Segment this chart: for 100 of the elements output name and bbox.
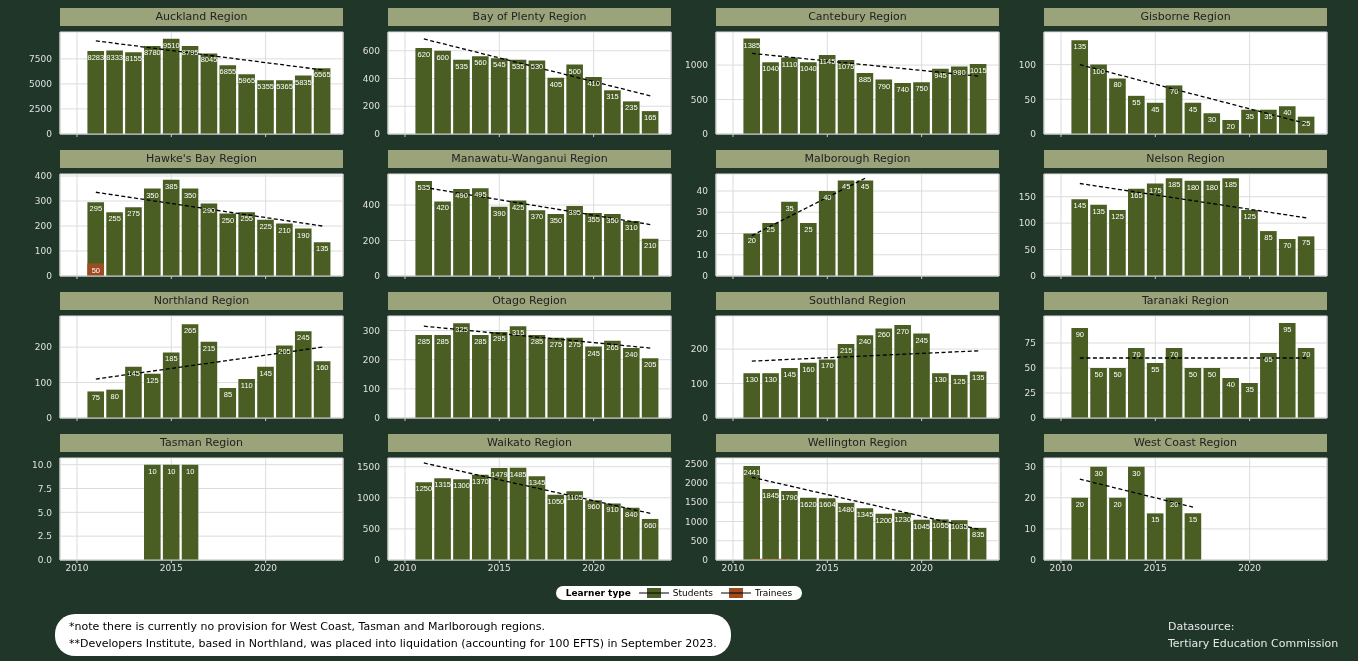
bar <box>509 326 527 418</box>
bar <box>106 212 123 276</box>
bar <box>1241 383 1258 418</box>
bar <box>547 494 565 560</box>
bar <box>585 346 602 418</box>
legend-label: Students <box>672 588 713 598</box>
y-tick-label: 7.5 <box>37 483 52 494</box>
y-tick-label: 400 <box>34 171 53 182</box>
y-tick-label: 50 <box>1024 244 1037 255</box>
bar <box>257 366 274 418</box>
y-tick-label: 40 <box>696 186 709 197</box>
bar <box>238 74 255 134</box>
bar <box>1128 466 1145 560</box>
y-tick-label: 5.0 <box>37 507 53 518</box>
bar <box>415 482 433 560</box>
bar <box>490 468 508 560</box>
legend-label: Trainees <box>754 588 793 598</box>
y-tick-label: 100 <box>34 246 53 257</box>
bar <box>528 60 546 134</box>
y-tick-label: 300 <box>362 325 381 336</box>
bar <box>144 188 161 276</box>
y-tick-label: 400 <box>362 200 381 211</box>
bar <box>200 341 218 418</box>
chart-title: Northland Region <box>60 292 343 310</box>
bar <box>641 358 659 418</box>
y-tick-label: 2500 <box>29 104 53 115</box>
bar <box>238 212 255 276</box>
bar <box>547 77 565 134</box>
y-tick-label: 100 <box>362 384 381 395</box>
bar <box>762 373 779 418</box>
bar <box>1090 64 1107 134</box>
bar <box>257 80 274 134</box>
y-tick-label: 1500 <box>685 497 709 508</box>
y-tick-label: 0 <box>1030 129 1037 140</box>
y-tick-label: 50 <box>1024 94 1037 105</box>
bar <box>800 62 817 134</box>
bar <box>837 180 855 276</box>
bar <box>585 500 602 560</box>
bar <box>294 331 312 418</box>
bar <box>528 210 546 276</box>
bar <box>1278 239 1296 276</box>
chart-title: Wellington Region <box>716 434 999 452</box>
y-tick-label: 500 <box>690 94 709 105</box>
x-tick-label: 2015 <box>159 563 183 574</box>
bar <box>1222 178 1239 276</box>
bar <box>566 337 583 418</box>
bar <box>875 79 893 134</box>
chart-title: Cantebury Region <box>716 8 999 26</box>
bar <box>238 379 255 418</box>
y-tick-label: 10.0 <box>31 459 53 470</box>
bar <box>604 213 621 276</box>
y-tick-label: 0 <box>702 413 709 424</box>
y-tick-label: 0 <box>374 413 381 424</box>
bar <box>894 512 911 560</box>
y-tick-label: 2000 <box>685 478 709 489</box>
bar <box>1128 348 1145 418</box>
bar <box>294 228 312 276</box>
bar <box>1184 180 1202 276</box>
y-tick-label: 20 <box>1024 493 1037 503</box>
y-tick-label: 10 <box>696 249 709 260</box>
bar <box>1090 368 1107 418</box>
y-tick-label: 5000 <box>29 79 53 90</box>
bar <box>1071 199 1089 276</box>
text: Datasource: <box>1168 619 1236 635</box>
bar <box>1260 231 1277 276</box>
chart-title: Southland Region <box>716 292 999 310</box>
bar <box>125 366 142 418</box>
bar <box>181 324 199 418</box>
bar <box>294 75 312 134</box>
bar <box>453 323 470 418</box>
chart-title: Auckland Region <box>60 8 343 26</box>
y-tick-label: 200 <box>34 342 53 353</box>
bar <box>781 491 798 560</box>
chart-title: Manawatu-Wanganui Region <box>388 150 671 168</box>
bar <box>1146 513 1164 560</box>
chart-title: Waikato Region <box>388 434 671 452</box>
bar <box>490 206 508 276</box>
y-tick-label: 0 <box>46 129 53 140</box>
bar <box>181 188 199 276</box>
y-tick-label: 30 <box>696 207 709 218</box>
y-tick-label: 20 <box>696 228 709 239</box>
bar <box>276 80 293 134</box>
x-tick-label: 2020 <box>582 563 606 574</box>
bar <box>453 189 470 276</box>
y-tick-label: 200 <box>362 354 381 365</box>
bar <box>604 340 621 418</box>
bar <box>1203 368 1221 418</box>
bar <box>144 373 161 418</box>
bar <box>1184 513 1202 560</box>
bar <box>566 205 583 276</box>
y-tick-label: 1500 <box>357 461 381 472</box>
bar <box>950 66 968 134</box>
bar <box>800 362 817 418</box>
bar <box>1297 236 1315 276</box>
x-tick-label: 2010 <box>721 563 745 574</box>
bar <box>1090 466 1107 560</box>
bar <box>472 474 489 560</box>
y-tick-label: 0 <box>702 555 709 566</box>
x-tick-label: 2015 <box>1143 563 1167 574</box>
bar <box>743 233 761 276</box>
